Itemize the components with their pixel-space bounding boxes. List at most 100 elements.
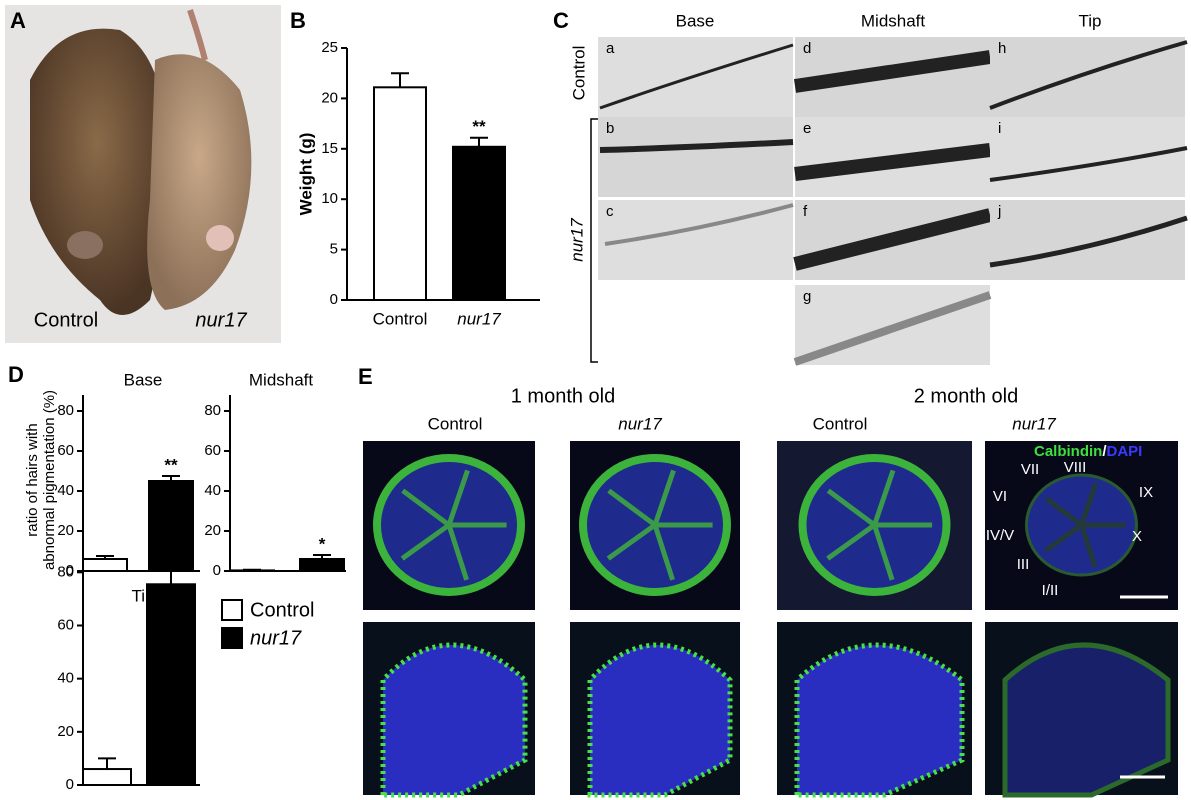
y-tick-label: 25 bbox=[321, 39, 338, 56]
lobule-label: IX bbox=[1139, 484, 1153, 501]
photo-label: Control bbox=[34, 309, 98, 331]
y-axis-label: Weight (g) bbox=[296, 133, 315, 216]
bar bbox=[146, 583, 196, 787]
fold bbox=[652, 524, 675, 581]
legend-swatch bbox=[221, 599, 243, 621]
hair bbox=[793, 208, 992, 271]
image-letter: f bbox=[803, 203, 808, 220]
lobule-label: VI bbox=[993, 488, 1007, 505]
hair bbox=[604, 203, 794, 246]
column-header: Tip bbox=[1079, 11, 1102, 30]
fold bbox=[607, 488, 657, 528]
lobule-label: I/II bbox=[1042, 582, 1059, 599]
y-tick-label: 0 bbox=[330, 291, 338, 308]
fold bbox=[652, 469, 676, 526]
bar bbox=[299, 558, 345, 572]
image-letter: c bbox=[606, 203, 614, 220]
bracket bbox=[590, 118, 598, 363]
fold bbox=[446, 524, 469, 581]
bar bbox=[373, 86, 427, 301]
panel-label: D bbox=[8, 362, 24, 387]
y-axis-label: ratio of hairs with bbox=[24, 423, 41, 536]
lobule-label: III bbox=[1017, 556, 1030, 573]
stain-label: Calbindin/DAPI bbox=[1034, 443, 1142, 460]
lobule bbox=[587, 642, 733, 798]
y-tick-label: 40 bbox=[57, 670, 74, 687]
legend-label: Control bbox=[250, 599, 314, 621]
legend-swatch bbox=[221, 627, 243, 649]
fold bbox=[826, 522, 876, 561]
image-letter: a bbox=[606, 40, 615, 57]
y-tick-label: 80 bbox=[57, 563, 74, 580]
lobule-label: IV/V bbox=[986, 527, 1014, 544]
hair bbox=[599, 43, 794, 110]
lobule-label: VII bbox=[1021, 461, 1039, 478]
image-letter: d bbox=[803, 40, 811, 57]
fold bbox=[606, 522, 657, 561]
chart-title: Base bbox=[124, 370, 163, 389]
stain-part: DAPI bbox=[1107, 443, 1143, 460]
y-tick-label: 60 bbox=[204, 442, 221, 459]
y-tick-label: 15 bbox=[321, 140, 338, 157]
y-tick-label: 20 bbox=[321, 89, 338, 106]
legend-label: nur17 bbox=[250, 627, 302, 649]
column-label: Control bbox=[428, 414, 483, 433]
y-tick-label: 10 bbox=[321, 190, 338, 207]
significance: * bbox=[319, 534, 326, 553]
image-letter: g bbox=[803, 288, 811, 305]
fold bbox=[401, 488, 451, 528]
row-label: Control bbox=[569, 46, 588, 101]
y-tick-label: 60 bbox=[57, 616, 74, 633]
fold bbox=[400, 522, 451, 561]
micrographs bbox=[598, 37, 1188, 366]
group-label: 1 month old bbox=[511, 385, 616, 407]
significance: ** bbox=[164, 545, 178, 564]
y-tick-label: 0 bbox=[66, 776, 74, 793]
y-tick-label: 20 bbox=[57, 723, 74, 740]
hair bbox=[599, 139, 794, 153]
fold bbox=[1044, 496, 1083, 528]
y-tick-label: 40 bbox=[57, 482, 74, 499]
y-tick-label: 40 bbox=[204, 482, 221, 499]
x-tick-label: Control bbox=[373, 309, 428, 328]
photo-label: nur17 bbox=[195, 309, 247, 331]
image-letter: i bbox=[998, 120, 1001, 137]
panel-label: C bbox=[553, 8, 569, 33]
image-letter: h bbox=[998, 40, 1006, 57]
column-header: Base bbox=[676, 11, 715, 30]
image-letter: j bbox=[997, 203, 1001, 220]
y-tick-label: 20 bbox=[57, 522, 74, 539]
lobule-label: VIII bbox=[1064, 459, 1087, 476]
fold bbox=[826, 488, 876, 528]
lobule-label: X bbox=[1132, 528, 1142, 545]
hair bbox=[793, 50, 992, 93]
stain-part: / bbox=[1102, 443, 1107, 460]
column-label: Control bbox=[813, 414, 868, 433]
panel-a-photo bbox=[5, 5, 281, 343]
fold bbox=[872, 469, 896, 526]
y-tick-label: 20 bbox=[204, 522, 221, 539]
column-header: Midshaft bbox=[861, 11, 926, 30]
hair bbox=[989, 40, 1188, 110]
chart-title: Midshaft bbox=[249, 370, 314, 389]
y-axis-label: abnormal pigmentation (%) bbox=[41, 390, 58, 570]
panel-label: E bbox=[358, 364, 373, 389]
hair bbox=[989, 146, 1188, 182]
lobule bbox=[1002, 642, 1171, 798]
group-label: 2 month old bbox=[914, 385, 1019, 407]
y-tick-label: 0 bbox=[66, 562, 74, 579]
significance: ** bbox=[164, 455, 178, 474]
y-tick-label: 5 bbox=[330, 241, 338, 258]
column-label: nur17 bbox=[1012, 414, 1056, 433]
bar bbox=[229, 569, 275, 573]
y-tick-label: 80 bbox=[57, 402, 74, 419]
y-tick-label: 80 bbox=[204, 402, 221, 419]
lobule bbox=[794, 642, 965, 798]
bar bbox=[82, 558, 128, 572]
micrograph bbox=[990, 200, 1185, 280]
stain-part: Calbindin bbox=[1034, 443, 1102, 460]
panel-label: B bbox=[290, 8, 306, 33]
bar bbox=[82, 768, 132, 786]
significance: ** bbox=[472, 117, 486, 136]
chart-title: Tip bbox=[132, 586, 155, 605]
